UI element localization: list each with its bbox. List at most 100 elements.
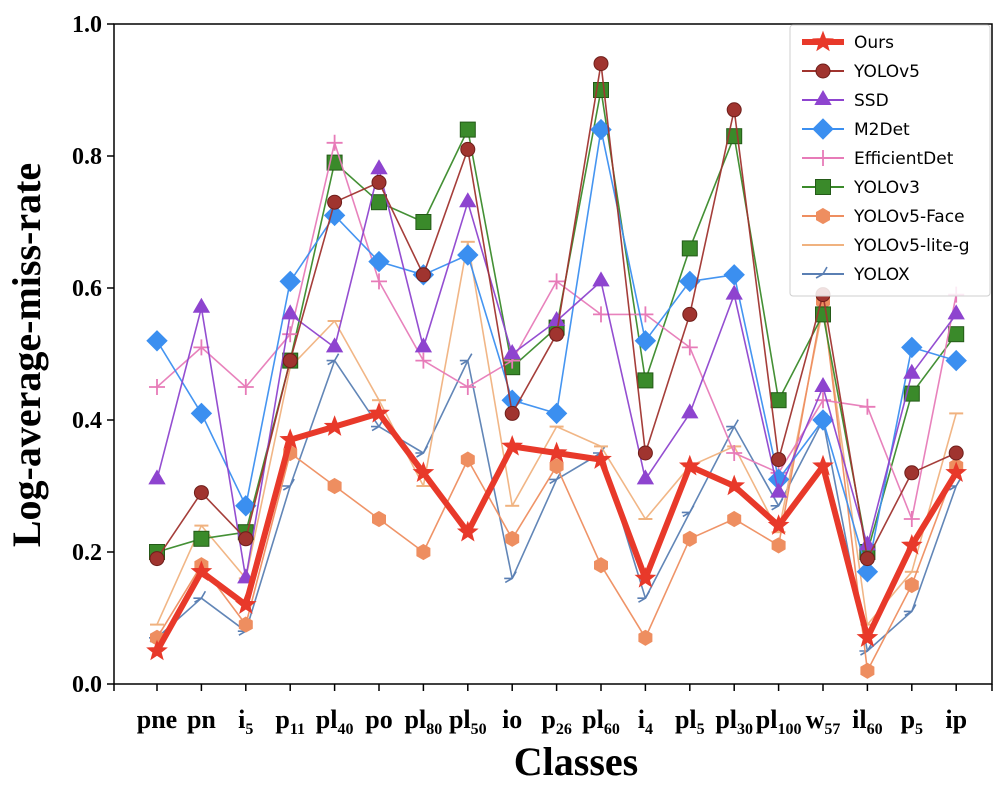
point-yolox-8: [504, 571, 517, 584]
x-tick-label-i4: i4: [638, 705, 653, 738]
point-ours-0: [146, 639, 168, 661]
point-ours-12: [678, 454, 701, 476]
legend-marker-ssd: [814, 90, 832, 105]
legend-label-yolov3: YOLOv3: [853, 178, 920, 198]
series-ours: [146, 401, 968, 661]
series-efficientdet: [149, 134, 965, 527]
legend-item-yolov5-face: YOLOv5-Face: [802, 207, 965, 227]
point-ours-10: [590, 448, 612, 469]
point-m2det-7: [457, 244, 479, 266]
point-m2det-11: [634, 330, 657, 352]
point-m2det-12: [679, 270, 701, 293]
point-yolov5-14: [771, 452, 787, 468]
point-ours-11: [634, 566, 657, 588]
point-ours-1: [190, 560, 213, 582]
x-tick-label-ip: ip: [945, 705, 967, 734]
point-yolov3-12: [681, 240, 698, 257]
point-yolov5-10: [593, 56, 609, 72]
legend-item-ours: Ours: [802, 30, 894, 53]
point-m2det-16: [856, 561, 879, 583]
y-tick-label: 0.2: [72, 540, 102, 566]
legend-item-ssd: SSD: [802, 90, 889, 111]
point-yolox-7: [459, 353, 473, 366]
point-yolov5-9: [549, 326, 565, 342]
y-tick-label: 1.0: [72, 12, 102, 38]
point-yolov5-face-8: [505, 530, 520, 547]
point-yolox-14: [770, 498, 784, 511]
legend-label-ssd: SSD: [854, 91, 889, 111]
point-yolox-16: [859, 643, 873, 656]
point-ssd-7: [459, 192, 477, 208]
point-yolov5-face-12: [682, 530, 697, 547]
point-yolov5-2: [238, 531, 254, 547]
point-m2det-13: [723, 264, 745, 286]
point-yolox-3: [282, 478, 295, 491]
point-yolov5-16: [859, 551, 875, 567]
point-yolov5-face-2: [238, 616, 253, 633]
x-tick-label-pl30: pl30: [715, 705, 753, 738]
x-tick-label-pl100: pl100: [756, 705, 802, 738]
x-tick-label-pl80: pl80: [405, 705, 443, 738]
point-ssd-8: [503, 344, 521, 359]
x-tick-label-il60: il60: [852, 705, 882, 738]
series-ssd: [148, 159, 965, 584]
point-yolov5-6: [415, 267, 431, 283]
point-yolox-11: [637, 590, 651, 603]
point-yolov5-face-17: [904, 576, 919, 594]
legend-label-yolov5: YOLOv5: [853, 62, 920, 82]
point-yolov5-face-9: [549, 458, 564, 475]
point-ours-3: [279, 428, 302, 450]
point-ssd-9: [547, 311, 566, 326]
point-efficientdet-0: [149, 379, 165, 395]
point-yolov5-face-13: [727, 510, 742, 528]
point-yolov5-0: [149, 551, 165, 567]
y-tick-label: 0.8: [72, 144, 102, 170]
point-yolov3-5: [371, 194, 387, 211]
x-tick-label-io: io: [502, 705, 522, 734]
point-ssd-18: [947, 304, 965, 320]
legend-marker-yolov5-face: [816, 207, 830, 225]
y-tick-label: 0.6: [72, 276, 102, 302]
point-yolov5-1: [193, 485, 209, 501]
point-ours-4: [323, 415, 346, 436]
point-efficientdet-1: [193, 339, 210, 356]
point-yolov5-12: [682, 306, 698, 322]
x-tick-label-pne: pne: [137, 705, 177, 734]
point-ssd-0: [148, 469, 166, 485]
legend-item-yolox: YOLOX: [802, 265, 910, 285]
point-efficientdet-10: [593, 306, 609, 323]
point-efficientdet-2: [237, 379, 254, 395]
point-ours-5: [368, 401, 390, 423]
point-ours-9: [545, 441, 568, 463]
x-axis: pne pn i5 p11 pl40 po pl80 pl50 io p26 pl60 i4 pl5 pl…: [113, 684, 993, 738]
x-tick-label-pl5: pl5: [675, 705, 705, 738]
x-tick-label-p5: p5: [901, 705, 923, 738]
x-tick-label-pl60: pl60: [582, 705, 620, 738]
point-yolov5-face-16: [860, 662, 875, 679]
point-ssd-12: [681, 403, 699, 419]
legend-label-m2det: M2Det: [854, 120, 910, 140]
point-ours-6: [412, 461, 435, 483]
point-yolov5-3: [282, 353, 298, 369]
point-ours-18: [945, 461, 968, 483]
point-ours-16: [856, 626, 879, 648]
point-yolov5-8: [504, 405, 520, 421]
point-efficientdet-7: [459, 379, 476, 395]
point-m2det-5: [368, 250, 390, 273]
point-yolov5-face-4: [327, 477, 342, 495]
point-yolox-4: [326, 353, 340, 366]
series-layer: [146, 56, 968, 679]
point-yolox-6: [415, 445, 429, 458]
legend-box: [789, 24, 991, 297]
legend-marker-ours: [812, 30, 834, 52]
x-tick-label-po: po: [365, 705, 392, 734]
point-efficientdet-12: [681, 339, 698, 356]
series-yolov5: [149, 56, 964, 567]
x-tick-label-pn: pn: [187, 705, 216, 734]
point-yolox-1: [193, 590, 207, 603]
point-efficientdet-6: [415, 352, 432, 369]
legend: Ours YOLOv5 SSD M2Det EfficientDet YOLOv3 YOLO…: [789, 24, 991, 297]
point-yolov5-face-10: [594, 557, 608, 574]
point-ours-17: [900, 533, 923, 555]
